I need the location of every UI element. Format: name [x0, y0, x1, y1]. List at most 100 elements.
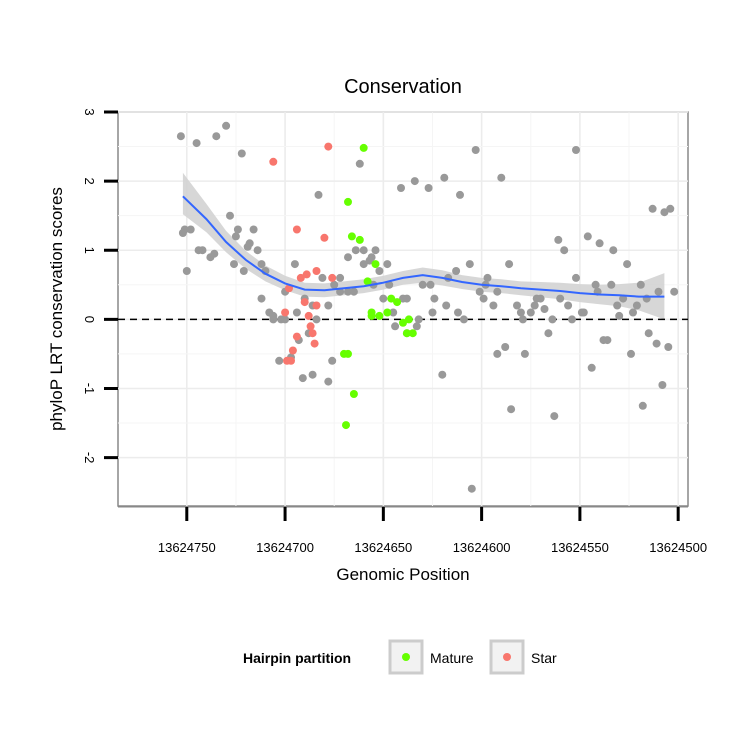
point-other	[318, 273, 327, 282]
y-tick-label: 1	[82, 247, 97, 254]
point-other	[397, 184, 405, 192]
point-other	[536, 294, 545, 303]
point-mature	[371, 260, 380, 269]
point-other	[230, 260, 238, 269]
point-other	[638, 401, 647, 410]
smooth-line	[182, 195, 665, 298]
point-other	[564, 301, 573, 310]
point-other	[493, 349, 502, 358]
plot-panel	[117, 111, 689, 507]
point-other	[516, 308, 525, 317]
point-mature	[340, 349, 348, 358]
point-other	[526, 308, 535, 317]
point-other	[465, 260, 474, 269]
point-star	[304, 311, 313, 320]
point-star	[328, 273, 337, 282]
point-star	[300, 298, 309, 307]
y-tick-label: 2	[82, 177, 97, 184]
point-other	[670, 287, 679, 296]
point-other	[418, 280, 427, 289]
point-other	[440, 173, 449, 182]
legend-dot-mature	[402, 653, 410, 661]
point-other	[182, 267, 191, 275]
point-other	[383, 260, 392, 269]
point-other	[212, 132, 221, 141]
point-other	[399, 294, 407, 303]
point-other	[222, 121, 231, 130]
point-other	[314, 190, 323, 199]
point-mature	[399, 318, 407, 327]
x-tick-label: 13624750	[158, 540, 216, 555]
point-other	[579, 308, 588, 317]
point-other	[194, 246, 203, 255]
point-mature	[404, 315, 413, 324]
point-mature	[349, 390, 358, 398]
point-mature	[344, 197, 352, 206]
point-other	[666, 204, 675, 213]
point-other	[249, 225, 258, 234]
legend: Hairpin partition Mature Star	[243, 639, 557, 675]
point-star	[288, 346, 297, 355]
point-mature	[363, 277, 372, 286]
legend-key-star	[489, 639, 525, 675]
point-other	[239, 267, 248, 275]
point-other	[410, 177, 419, 186]
point-other	[518, 315, 527, 324]
x-tick-label: 13624550	[551, 540, 609, 555]
point-other	[281, 315, 290, 324]
point-other	[654, 287, 663, 296]
point-other	[298, 374, 307, 383]
point-other	[257, 294, 266, 303]
point-star	[296, 273, 305, 282]
point-other	[501, 343, 510, 351]
point-other	[379, 294, 388, 303]
y-tick-label: 3	[82, 108, 97, 115]
y-tick-label: -1	[82, 383, 97, 395]
x-tick-label: 13624650	[354, 540, 412, 555]
point-other	[556, 294, 565, 303]
point-other	[355, 159, 364, 168]
point-other	[544, 329, 553, 338]
point-star	[292, 225, 301, 234]
y-tick-label: -2	[82, 452, 97, 464]
point-other	[583, 232, 592, 241]
point-other	[414, 315, 423, 324]
point-star	[308, 329, 317, 338]
point-star	[292, 332, 301, 341]
y-axis: -2 -1 0 1 2 3	[82, 108, 118, 463]
smooth-band	[182, 172, 665, 320]
point-other	[629, 308, 637, 317]
point-star	[302, 270, 311, 279]
point-other	[359, 260, 368, 269]
point-other	[483, 273, 492, 282]
point-other	[658, 381, 667, 389]
x-axis: 13624750 13624700 13624650 13624600 13624550…	[118, 506, 707, 555]
point-other	[587, 363, 596, 372]
point-mature	[359, 143, 368, 152]
point-other	[442, 301, 451, 310]
point-other	[290, 260, 299, 269]
point-other	[489, 301, 498, 310]
point-other	[344, 287, 352, 296]
point-other	[648, 204, 657, 213]
point-other	[652, 339, 661, 348]
point-other	[623, 260, 632, 269]
point-other	[615, 311, 624, 320]
point-other	[324, 377, 333, 386]
point-mature	[402, 329, 411, 338]
point-star	[306, 322, 315, 331]
point-other	[178, 229, 187, 237]
point-other	[644, 329, 653, 338]
point-other	[520, 349, 529, 358]
point-other	[344, 253, 352, 262]
point-other	[365, 256, 374, 265]
x-tick-label: 13624500	[649, 540, 707, 555]
point-other	[308, 370, 317, 379]
point-other	[636, 280, 645, 289]
point-mature	[347, 232, 356, 241]
point-other	[632, 301, 641, 310]
point-other	[572, 146, 580, 154]
x-tick-label: 13624600	[453, 540, 511, 555]
point-other	[471, 146, 480, 154]
point-mature	[393, 298, 402, 307]
